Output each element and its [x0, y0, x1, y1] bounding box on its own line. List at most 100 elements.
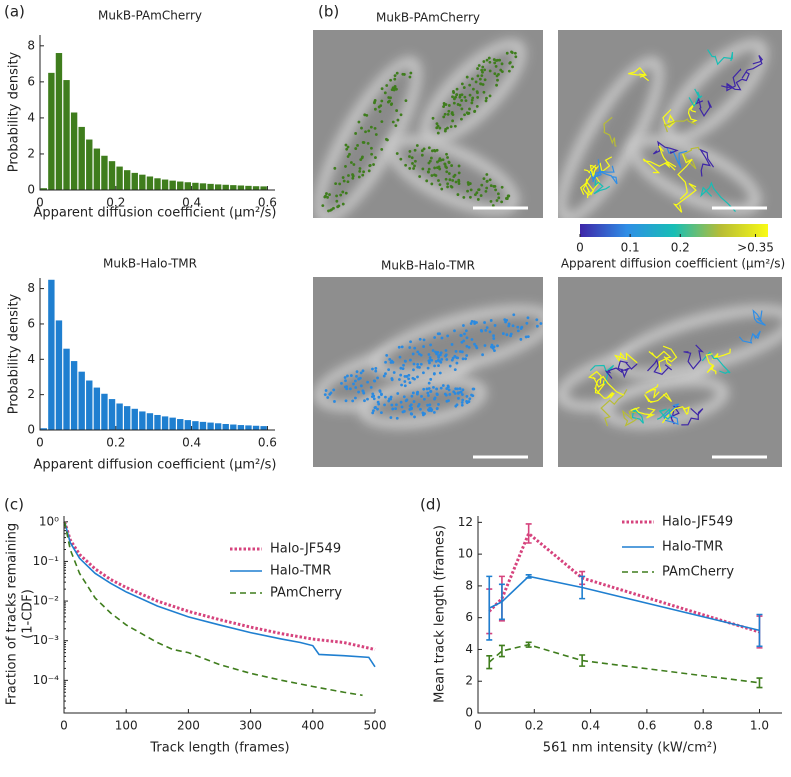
localization — [344, 143, 348, 147]
localization — [387, 368, 391, 372]
localization — [437, 403, 440, 406]
bar — [70, 361, 78, 430]
localization — [449, 184, 453, 188]
localization — [459, 334, 463, 337]
localization — [456, 391, 460, 395]
x-tick-label: 0.4 — [182, 436, 201, 450]
localization — [347, 174, 350, 177]
localization — [394, 124, 398, 128]
localization — [411, 352, 415, 356]
localization — [447, 109, 451, 113]
localization — [326, 396, 330, 399]
track — [683, 146, 700, 170]
legend-label: Halo-JF549 — [270, 542, 341, 557]
localization — [510, 51, 514, 55]
localization — [489, 184, 493, 188]
error-bar — [525, 523, 532, 544]
localization — [418, 337, 422, 341]
localization — [418, 365, 421, 369]
localization — [459, 350, 462, 353]
localization — [369, 125, 373, 129]
localization — [451, 356, 455, 360]
localization — [451, 95, 454, 99]
track — [738, 330, 761, 344]
localization — [440, 187, 444, 191]
track — [593, 179, 611, 195]
bar — [131, 408, 138, 430]
track — [589, 364, 615, 385]
localization — [471, 387, 475, 391]
localization — [393, 77, 397, 81]
y-tick-label: 10 — [458, 547, 473, 561]
track — [752, 309, 766, 326]
localization — [505, 51, 509, 55]
localization — [382, 374, 386, 378]
legend-label: Halo-JF549 — [662, 515, 733, 530]
localization — [442, 105, 445, 108]
colorbar — [580, 224, 768, 237]
localization — [341, 176, 345, 179]
localization — [437, 165, 441, 169]
localization — [496, 192, 500, 196]
bar — [78, 371, 85, 430]
localization — [387, 96, 391, 99]
localization — [373, 100, 377, 104]
localization — [439, 386, 443, 390]
localization — [455, 93, 459, 97]
localization — [427, 381, 431, 385]
localization — [418, 352, 421, 356]
localization — [371, 367, 374, 371]
localization — [447, 399, 450, 403]
bar — [146, 413, 154, 430]
localization — [389, 78, 393, 82]
localization — [493, 324, 497, 327]
localization — [333, 166, 337, 170]
bar — [48, 72, 55, 190]
bar — [214, 184, 222, 190]
localization — [507, 194, 511, 198]
localization — [498, 58, 502, 62]
localization — [405, 375, 409, 378]
bar — [154, 178, 161, 190]
localization — [430, 408, 434, 412]
bar — [63, 348, 70, 430]
localization — [346, 145, 350, 149]
y-tick-label: 10⁻² — [33, 594, 60, 608]
track — [645, 384, 660, 399]
error-bar — [486, 655, 493, 670]
bar — [70, 112, 78, 190]
localization — [385, 84, 389, 87]
x-tick-label: 200 — [177, 719, 200, 733]
localization — [412, 400, 416, 403]
localization — [389, 416, 393, 419]
localization — [461, 357, 465, 361]
colorbar-tick-label: >0.35 — [737, 241, 774, 255]
axes — [63, 516, 375, 714]
localization — [333, 400, 336, 403]
localization — [489, 319, 493, 322]
y-axis-label: Probability density — [7, 51, 22, 172]
localization — [368, 164, 372, 168]
localization — [504, 320, 507, 324]
track — [658, 345, 678, 373]
localization — [400, 383, 403, 387]
x-tick-label: 0.6 — [258, 196, 277, 210]
localization — [438, 157, 442, 161]
localization — [383, 91, 387, 95]
bar — [252, 425, 260, 430]
bar — [177, 181, 184, 190]
localization — [437, 179, 440, 182]
localization — [409, 340, 412, 344]
bar — [139, 174, 146, 190]
localization — [384, 360, 387, 364]
localization — [495, 83, 498, 87]
y-tick-label: 2 — [27, 387, 35, 401]
localization — [438, 126, 442, 130]
localization — [394, 407, 397, 411]
localization — [399, 366, 403, 370]
localization — [413, 346, 417, 350]
localization — [465, 344, 469, 348]
localization — [524, 335, 528, 339]
localization — [427, 387, 431, 390]
localization — [408, 150, 412, 153]
